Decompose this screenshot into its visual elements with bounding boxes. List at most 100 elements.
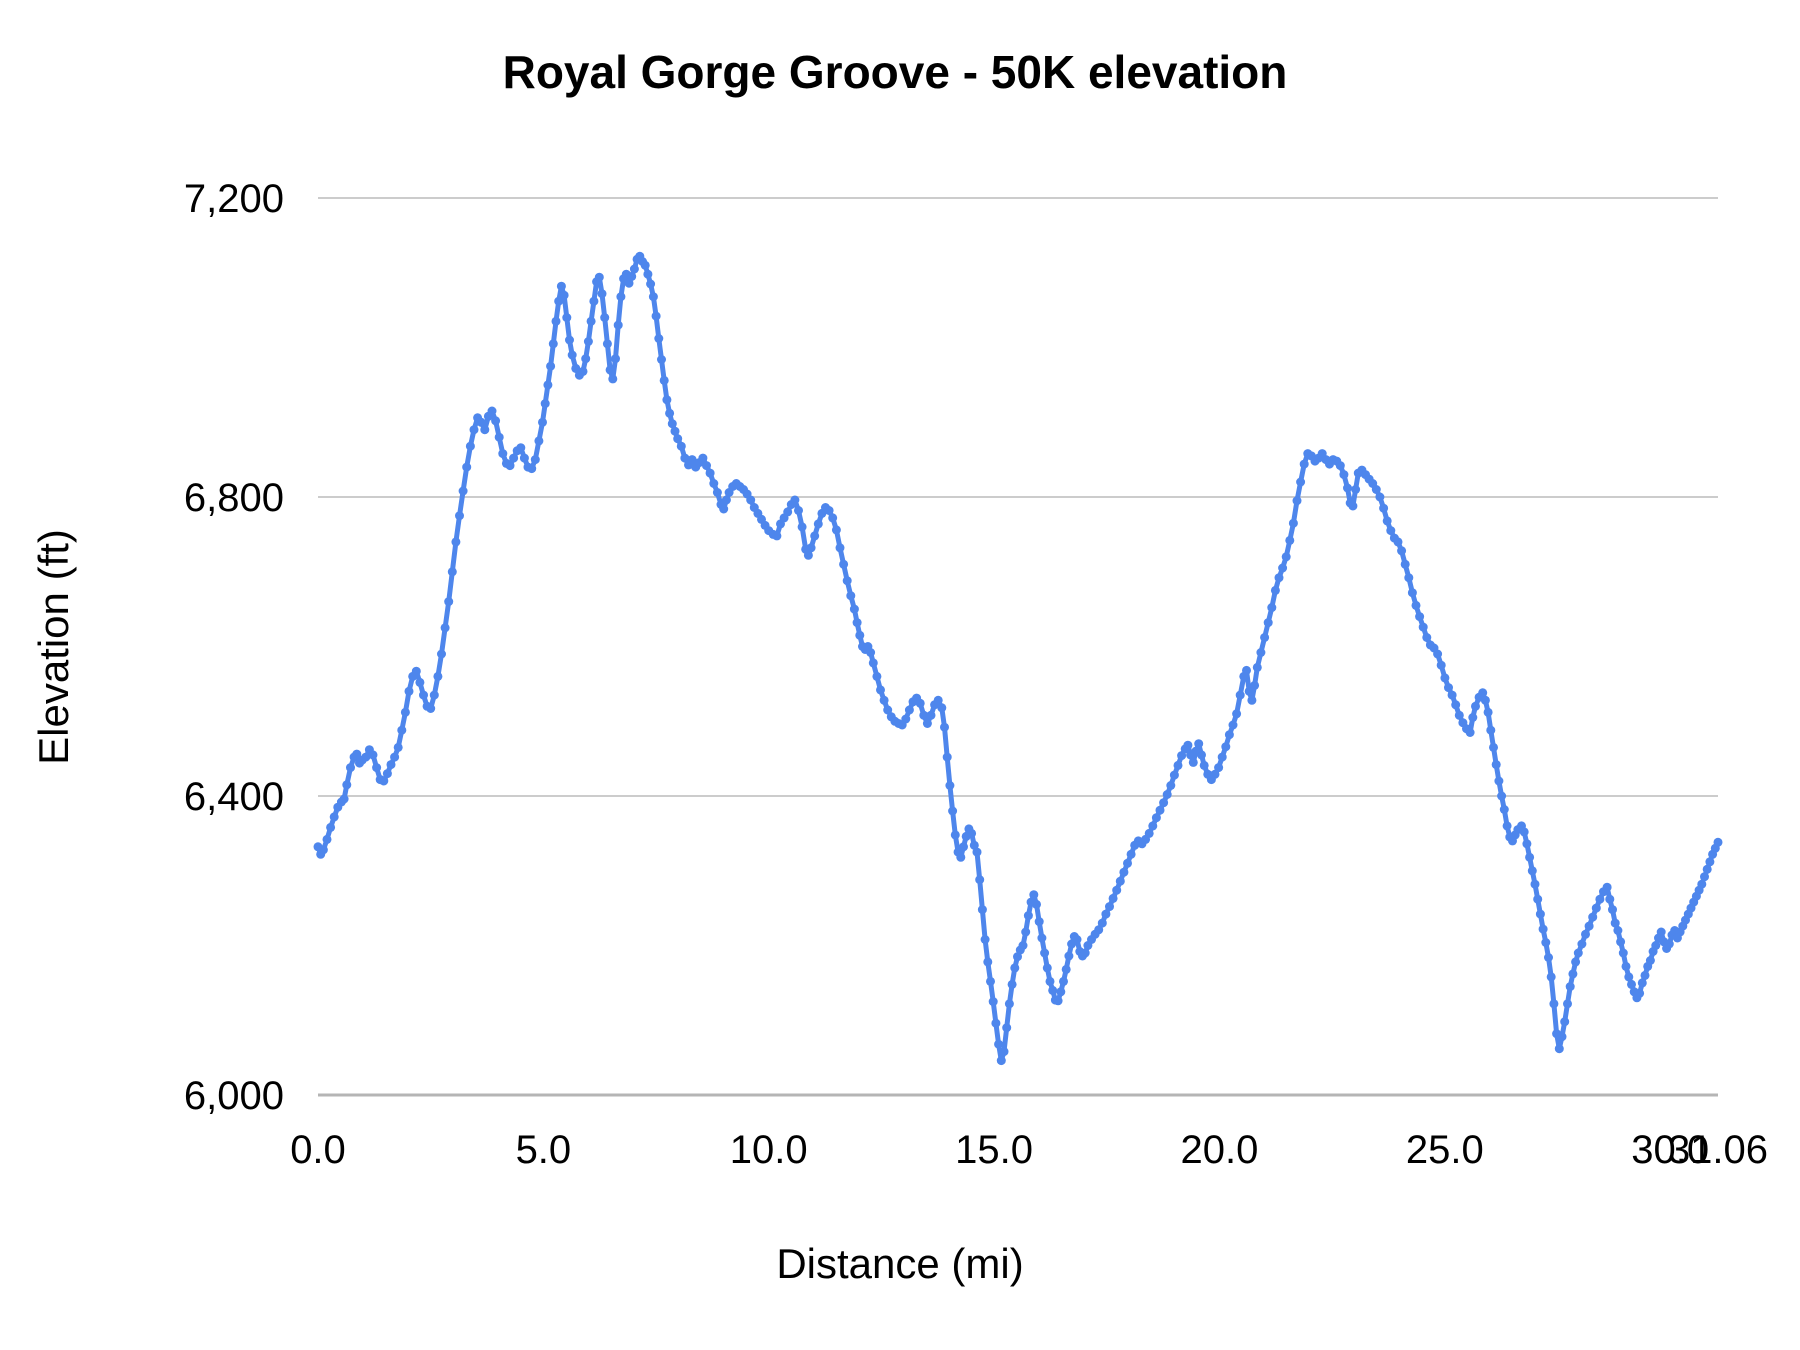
data-point-marker (1072, 935, 1082, 944)
data-point-marker (648, 292, 658, 302)
data-point-marker (318, 845, 328, 855)
data-point-marker (1228, 720, 1238, 730)
data-point-marker (942, 752, 952, 762)
data-point-marker (379, 776, 389, 786)
data-point-marker (698, 453, 708, 463)
data-point-marker (879, 695, 889, 705)
data-point-marker (1616, 937, 1626, 947)
data-point-marker (772, 531, 782, 541)
data-point-marker (945, 781, 955, 790)
data-point-marker (1002, 1023, 1012, 1033)
data-point-marker (616, 292, 626, 302)
data-point-marker (339, 794, 349, 804)
data-point-marker (1169, 770, 1179, 780)
data-point-marker (746, 495, 756, 505)
data-point-marker (600, 313, 610, 323)
data-point-marker (1177, 751, 1187, 761)
data-point-marker (1037, 933, 1047, 943)
data-point-marker (794, 506, 803, 515)
data-point-marker (977, 905, 987, 915)
data-point-marker (1637, 978, 1647, 988)
y-tick-label: 7,200 (184, 177, 284, 221)
data-point-marker (583, 337, 593, 346)
data-point-marker (1351, 485, 1361, 494)
data-point-marker (1577, 939, 1587, 949)
data-point-marker (1188, 757, 1198, 767)
data-point-marker (1232, 709, 1242, 719)
data-point-marker (1478, 688, 1488, 698)
data-point-marker (1651, 941, 1661, 950)
data-point-marker (329, 812, 339, 822)
data-point-marker (988, 997, 998, 1007)
data-point-marker (1375, 492, 1385, 502)
data-point-marker (562, 313, 572, 323)
data-point-marker (994, 1039, 1004, 1049)
data-point-marker (437, 649, 446, 659)
data-point-marker (1415, 612, 1425, 622)
data-point-marker (404, 686, 414, 696)
data-point-marker (1573, 948, 1583, 958)
data-point-marker (444, 597, 454, 607)
data-point-marker (1407, 588, 1417, 598)
data-point-marker (1618, 948, 1628, 958)
data-point-marker (991, 1018, 1001, 1028)
x-tick-label: 10.0 (730, 1128, 808, 1172)
x-tick-label: 31.06 (1668, 1128, 1768, 1172)
data-point-marker (1155, 805, 1165, 815)
data-point-marker (397, 725, 407, 735)
data-point-marker (1546, 972, 1556, 982)
data-point-marker (627, 272, 637, 281)
data-point-marker (852, 618, 862, 628)
data-point-marker (1584, 921, 1594, 931)
data-point-marker (883, 705, 893, 715)
data-point-marker (1244, 686, 1254, 696)
data-point-marker (1538, 924, 1548, 934)
data-point-marker (326, 822, 336, 832)
data-point-marker (719, 504, 729, 514)
data-point-marker (1595, 894, 1605, 904)
data-point-marker (390, 752, 400, 762)
data-point-marker (933, 695, 943, 705)
x-tick-label: 0.0 (290, 1128, 346, 1172)
x-tick-labels: 0.0 5.0 10.0 15.0 20.0 25.0 30.031.06 (290, 1128, 1768, 1172)
data-point-marker (554, 296, 564, 306)
data-point-marker (480, 425, 490, 435)
data-point-marker (1194, 739, 1204, 749)
data-point-marker (1700, 872, 1709, 882)
data-point-marker (712, 488, 722, 497)
data-point-marker (346, 763, 355, 773)
data-point-marker (849, 604, 859, 614)
data-point-marker (1560, 1017, 1570, 1027)
data-point-marker (548, 339, 558, 349)
data-point-marker (1288, 518, 1298, 528)
data-point-marker (1278, 563, 1288, 573)
data-point-marker (1010, 963, 1020, 973)
data-point-marker (516, 443, 526, 453)
data-point-marker (1210, 769, 1220, 779)
data-point-marker (322, 834, 332, 844)
data-point-marker (1411, 600, 1421, 610)
x-tick-label: 20.0 (1181, 1128, 1259, 1172)
data-point-marker (948, 806, 958, 816)
data-point-marker (1454, 710, 1464, 720)
data-point-marker (1465, 728, 1475, 737)
data-point-marker (687, 455, 697, 465)
x-tick-label: 15.0 (955, 1128, 1033, 1172)
data-point-marker (1444, 683, 1453, 693)
data-point-marker (950, 830, 960, 840)
data-point-marker (1705, 857, 1715, 867)
data-point-marker (429, 690, 439, 700)
data-point-marker (1386, 526, 1396, 536)
data-point-marker (643, 269, 653, 279)
data-point-marker (1007, 979, 1017, 989)
y-tick-label: 6,000 (184, 1074, 284, 1118)
data-point-marker (1602, 882, 1612, 892)
data-point-marker (1296, 477, 1306, 487)
data-point-marker (1605, 894, 1615, 904)
data-point-marker (1471, 701, 1480, 711)
data-point-marker (1343, 483, 1352, 493)
data-point-marker (1242, 665, 1251, 675)
data-point-marker (1494, 776, 1504, 786)
data-point-marker (855, 630, 865, 640)
